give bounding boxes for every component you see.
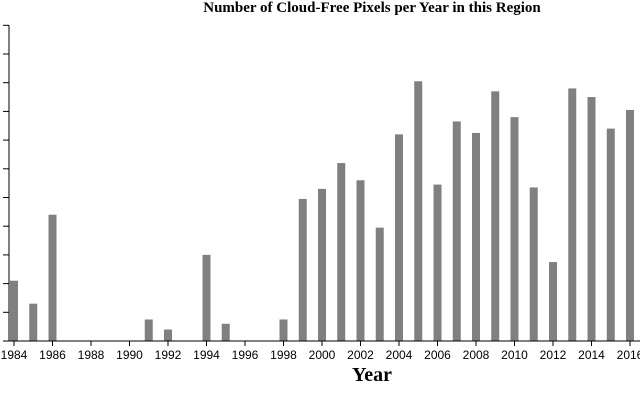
bar-1984 bbox=[10, 280, 18, 341]
bar-2006 bbox=[433, 184, 442, 341]
bar-1999 bbox=[298, 198, 307, 341]
x-tick-label: 2014 bbox=[578, 348, 605, 362]
bar-2002 bbox=[356, 180, 365, 341]
x-tick-label: 2006 bbox=[424, 348, 451, 362]
bar-1991 bbox=[144, 319, 153, 341]
x-tick-label: 2000 bbox=[309, 348, 336, 362]
x-axis-label: Year bbox=[352, 364, 392, 386]
bar-1998 bbox=[279, 319, 288, 341]
bar-2001 bbox=[337, 163, 346, 341]
bar-2015 bbox=[606, 128, 615, 341]
bar-1986 bbox=[48, 214, 57, 341]
bar-2014 bbox=[587, 97, 596, 341]
x-tick-label: 2004 bbox=[386, 348, 413, 362]
bar-1995 bbox=[221, 323, 230, 341]
bar-2000 bbox=[318, 188, 326, 341]
bar-2016 bbox=[626, 109, 634, 342]
x-tick-label: 2008 bbox=[463, 348, 490, 362]
chart-title: Number of Cloud-Free Pixels per Year in … bbox=[203, 0, 541, 16]
bar-2009 bbox=[491, 91, 500, 341]
x-tick-label: 1988 bbox=[78, 348, 105, 362]
bar-1985 bbox=[29, 303, 38, 341]
bar-2012 bbox=[549, 262, 557, 341]
bar-2008 bbox=[472, 132, 480, 341]
bar-2004 bbox=[395, 134, 403, 341]
bars bbox=[10, 81, 634, 342]
bar-2013 bbox=[568, 88, 577, 341]
bar-1992 bbox=[164, 329, 172, 341]
x-tick-label: 2012 bbox=[540, 348, 567, 362]
y-axis bbox=[3, 24, 10, 342]
bar-2007 bbox=[452, 121, 461, 341]
bar-2005 bbox=[414, 81, 423, 341]
x-tick-label: 1990 bbox=[116, 348, 143, 362]
bar-1994 bbox=[202, 254, 211, 341]
x-axis: 1984 1986 1988 1990 1992 1994 1996 1998 2000 2002… bbox=[1, 340, 640, 362]
bar-2011 bbox=[529, 187, 538, 341]
x-tick-label: 2016 bbox=[617, 348, 640, 362]
x-tick-label: 1996 bbox=[232, 348, 259, 362]
x-tick-label: 1998 bbox=[270, 348, 297, 362]
x-tick-label: 2010 bbox=[501, 348, 528, 362]
x-tick-label: 1986 bbox=[39, 348, 66, 362]
x-tick-label: 1994 bbox=[193, 348, 220, 362]
x-tick-label: 1992 bbox=[155, 348, 182, 362]
x-tick-label: 1984 bbox=[1, 348, 28, 362]
bar-2003 bbox=[375, 227, 384, 341]
bar-2010 bbox=[510, 117, 519, 341]
x-tick-label: 2002 bbox=[347, 348, 374, 362]
